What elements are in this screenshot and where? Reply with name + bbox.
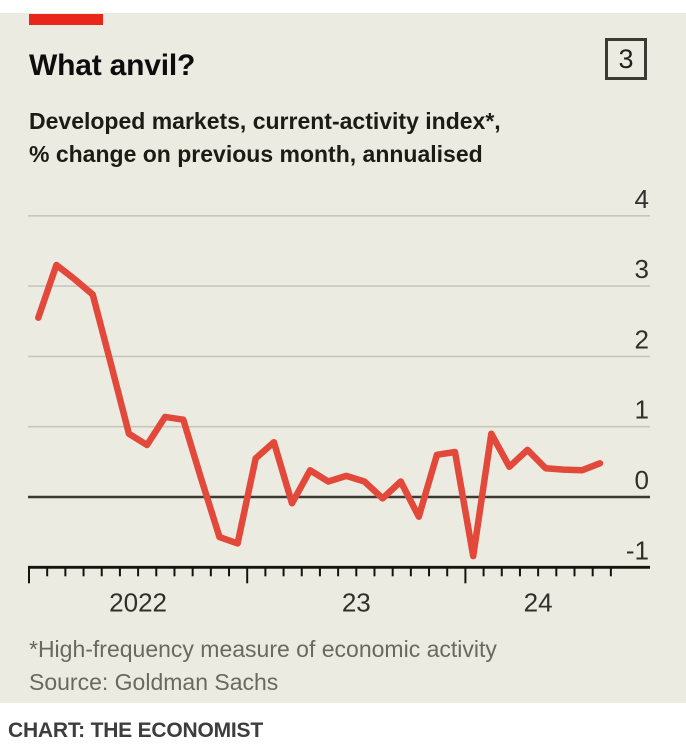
chart-credit: CHART: THE ECONOMIST — [8, 719, 263, 742]
chart-subtitle-line2: % change on previous month, annualised — [29, 141, 483, 167]
chart-subtitle: Developed markets, current-activity inde… — [29, 105, 501, 171]
footnote-block: *High-frequency measure of economic acti… — [29, 633, 497, 699]
footnote: *High-frequency measure of economic acti… — [29, 636, 497, 662]
figure-number: 3 — [618, 43, 634, 74]
chart-card: What anvil? 3 Developed markets, current… — [0, 13, 686, 703]
source-line: Source: Goldman Sachs — [29, 669, 279, 695]
chart-subtitle-line1: Developed markets, current-activity inde… — [29, 108, 501, 134]
figure-number-box: 3 — [605, 38, 647, 80]
economist-red-tab — [29, 14, 103, 25]
chart-title: What anvil? — [29, 49, 196, 82]
